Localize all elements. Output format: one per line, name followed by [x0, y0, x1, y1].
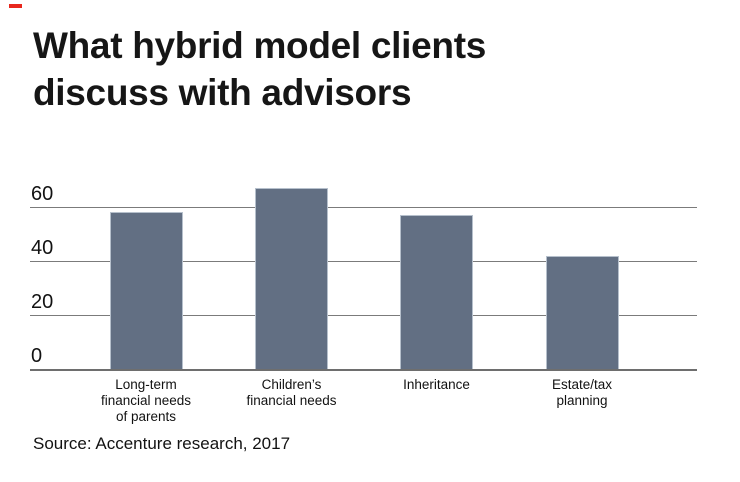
- y-tick-label-20: 20: [31, 291, 54, 313]
- x-axis-label-line: Long-term: [115, 377, 177, 392]
- x-axis-label-long-term-financial-needs-of-parents: Long-term financial needs of parents: [71, 377, 221, 425]
- y-tick-label-60: 60: [31, 183, 54, 205]
- x-axis-label-line: planning: [556, 393, 608, 408]
- x-axis-baseline: [30, 369, 697, 371]
- bar-children-s-financial-needs: [255, 188, 328, 369]
- x-axis-label-line: Estate/tax: [551, 377, 613, 392]
- y-tick-label-0: 0: [31, 345, 43, 367]
- x-axis-label-line: financial needs: [246, 393, 337, 408]
- chart-title-line-1: What hybrid model clients: [33, 25, 486, 66]
- x-axis-label-estate-tax-planning: Estate/tax planning: [507, 377, 657, 409]
- x-axis-label-line: Children’s: [261, 377, 322, 392]
- x-axis-label-inheritance: Inheritance: [362, 377, 512, 393]
- x-axis-label-line: Inheritance: [403, 377, 470, 392]
- y-tick-label-40: 40: [31, 237, 54, 259]
- gridline-60: [30, 207, 697, 208]
- chart-title: What hybrid model clients discuss with a…: [33, 22, 486, 116]
- x-axis-label-line: financial needs: [100, 393, 192, 408]
- source-note: Source: Accenture research, 2017: [33, 434, 291, 453]
- chart-title-line-2: discuss with advisors: [33, 72, 412, 113]
- brand-accent-dash: [9, 4, 22, 8]
- x-axis-label-line: of parents: [115, 409, 177, 424]
- gridline-40: [30, 261, 697, 262]
- gridline-20: [30, 315, 697, 316]
- bar-inheritance: [400, 215, 473, 369]
- bar-long-term-financial-needs-of-parents: [109, 212, 183, 369]
- bar-estate-tax-planning: [545, 256, 619, 369]
- x-axis-label-children-s-financial-needs: Children’s financial needs: [217, 377, 367, 409]
